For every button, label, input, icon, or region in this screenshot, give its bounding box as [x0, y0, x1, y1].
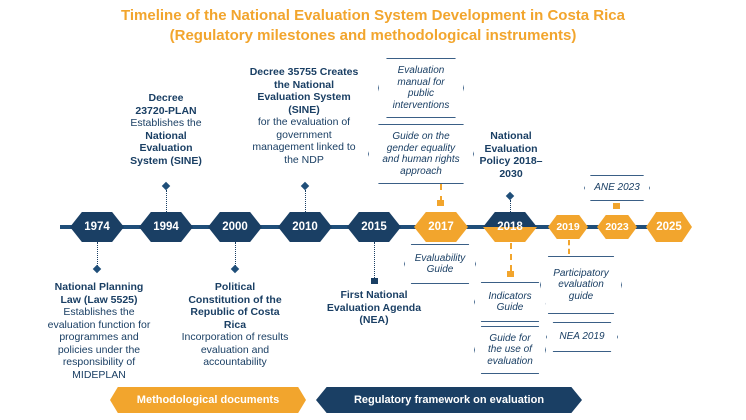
- year-2017-marker: 2017: [414, 212, 468, 242]
- event-1994: Decree 23720-PLAN Establishes the Nation…: [130, 92, 202, 167]
- connector-line: [235, 242, 236, 266]
- connector-square: [371, 278, 378, 284]
- methodological-documents-band: Methodological documents: [110, 387, 306, 413]
- year-1974-marker: 1974: [70, 212, 124, 242]
- year-2023-marker: 2023: [597, 215, 637, 239]
- connector-dot: [161, 181, 171, 191]
- year-2018-marker: 2018: [483, 212, 537, 242]
- bubble-evaluability-guide: Evaluability Guide: [404, 244, 476, 284]
- connector-line: [166, 190, 167, 212]
- connector-line: [97, 242, 98, 266]
- regulatory-framework-band: Regulatory framework on evaluation: [316, 387, 582, 413]
- bubble-nea-2019: NEA 2019: [546, 322, 618, 352]
- bubble-indicators-guide: Indicators Guide: [474, 282, 546, 322]
- bubble-evaluation-manual: Evaluation manual for public interventio…: [378, 58, 464, 118]
- connector-dot: [230, 264, 240, 274]
- year-2025-marker: 2025: [646, 212, 692, 242]
- connector-line: [440, 184, 442, 202]
- year-2010-marker: 2010: [278, 212, 332, 242]
- connector-square: [613, 203, 620, 209]
- bubble-guide-use-evaluation: Guide for the use of evaluation: [474, 326, 546, 374]
- connector-square: [507, 271, 514, 277]
- connector-dot: [300, 181, 310, 191]
- connector-line: [510, 200, 511, 212]
- connector-dot: [92, 264, 102, 274]
- connector-square: [437, 200, 444, 206]
- event-1974: National Planning Law (Law 5525) Establi…: [47, 281, 151, 381]
- event-2015: First National Evaluation Agenda (NEA): [326, 289, 422, 326]
- connector-line: [510, 243, 512, 271]
- connector-dot: [505, 191, 515, 201]
- year-2000-marker: 2000: [208, 212, 262, 242]
- page-subtitle: (Regulatory milestones and methodologica…: [169, 27, 577, 44]
- connector-line: [568, 240, 570, 254]
- connector-line: [305, 190, 306, 212]
- bubble-participatory-guide: Participatory evaluation guide: [540, 256, 622, 314]
- event-2000: Political Constitution of the Republic o…: [181, 281, 289, 368]
- year-2015-marker: 2015: [347, 212, 401, 242]
- bubble-ane-2023: ANE 2023: [584, 175, 650, 201]
- event-2018: National Evaluation Policy 2018–2030: [479, 130, 543, 180]
- year-2019-marker: 2019: [548, 215, 588, 239]
- year-1994-marker: 1994: [139, 212, 193, 242]
- connector-line: [374, 242, 375, 278]
- event-2010: Decree 35755 Creates the National Evalua…: [249, 66, 359, 166]
- page-title: Timeline of the National Evaluation Syst…: [120, 7, 625, 24]
- bubble-gender-guide: Guide on the gender equality and human r…: [368, 124, 474, 184]
